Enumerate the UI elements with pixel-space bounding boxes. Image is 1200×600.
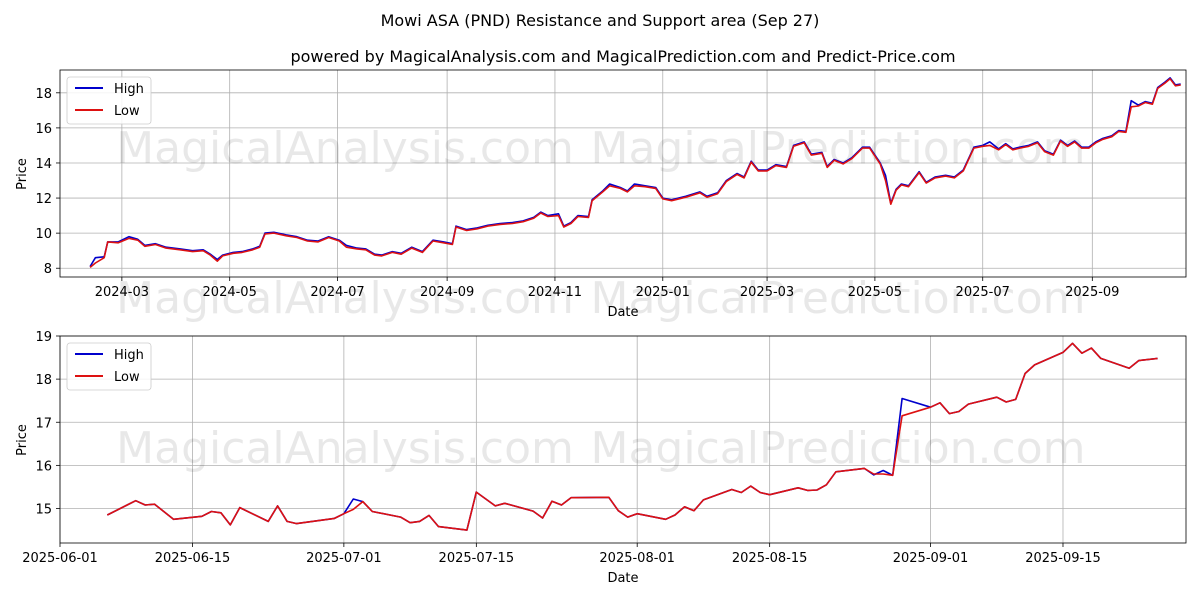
top-chart-panel: MagicalAnalysis.com MagicalPrediction.co… bbox=[15, 69, 1187, 324]
top-plot-frame bbox=[59, 69, 1187, 278]
x-tick-label: 2025-05 bbox=[848, 285, 902, 300]
bottom-series-lines bbox=[106, 342, 1158, 531]
top-watermarks: MagicalAnalysis.com MagicalPrediction.co… bbox=[116, 123, 1085, 324]
top-y-axis-label: Price bbox=[15, 158, 30, 190]
y-tick-label: 18 bbox=[35, 87, 52, 102]
watermark-analysis-bottom: MagicalAnalysis.com bbox=[116, 423, 574, 474]
x-tick-label: 2024-09 bbox=[420, 285, 474, 300]
watermark-prediction-lower: MagicalPrediction.com bbox=[591, 273, 1086, 324]
series-line-low bbox=[106, 342, 1158, 531]
bottom-y-axis-label: Price bbox=[15, 424, 30, 456]
x-tick-label: 2025-01 bbox=[636, 285, 690, 300]
x-tick-label: 2025-09-01 bbox=[893, 551, 969, 566]
y-tick-label: 8 bbox=[44, 262, 52, 277]
y-tick-label: 10 bbox=[35, 227, 52, 242]
chart-subtitle: powered by MagicalAnalysis.com and Magic… bbox=[290, 47, 955, 66]
y-tick-label: 15 bbox=[35, 503, 52, 518]
top-grid bbox=[60, 70, 1186, 277]
y-tick-label: 19 bbox=[35, 330, 52, 345]
x-tick-label: 2025-08-01 bbox=[599, 551, 675, 566]
x-tick-label: 2025-06-15 bbox=[155, 551, 231, 566]
watermark-prediction: MagicalPrediction.com bbox=[591, 123, 1086, 174]
legend-high-label-bottom: High bbox=[114, 348, 144, 363]
bottom-plot-frame bbox=[59, 335, 1187, 544]
x-tick-label: 2025-09-15 bbox=[1025, 551, 1101, 566]
x-tick-label: 2025-06-01 bbox=[22, 551, 98, 566]
chart-title: Mowi ASA (PND) Resistance and Support ar… bbox=[381, 11, 820, 30]
y-tick-label: 16 bbox=[35, 122, 52, 137]
x-tick-label: 2024-03 bbox=[95, 285, 149, 300]
top-series-lines bbox=[89, 77, 1181, 269]
top-ticks: 2024-03 2024-05 2024-07 2024-09 2024-11 2025-… bbox=[35, 87, 1119, 300]
x-tick-label: 2024-07 bbox=[310, 285, 364, 300]
y-tick-label: 18 bbox=[35, 373, 52, 388]
y-tick-label: 12 bbox=[35, 192, 52, 207]
bottom-watermarks: MagicalAnalysis.com MagicalPrediction.co… bbox=[116, 423, 1085, 474]
bottom-legend: High Low bbox=[66, 342, 152, 391]
legend-low-label: Low bbox=[114, 104, 140, 119]
x-tick-label: 2025-03 bbox=[740, 285, 794, 300]
x-tick-label: 2024-11 bbox=[528, 285, 582, 300]
x-tick-label: 2025-09 bbox=[1065, 285, 1119, 300]
x-tick-label: 2025-08-15 bbox=[732, 551, 808, 566]
watermark-analysis-lower: MagicalAnalysis.com bbox=[116, 273, 574, 324]
series-line-high bbox=[89, 77, 1181, 267]
bottom-chart-panel: MagicalAnalysis.com MagicalPrediction.co… bbox=[15, 330, 1187, 586]
series-line-low bbox=[89, 78, 1181, 269]
y-tick-label: 17 bbox=[35, 416, 52, 431]
watermark-prediction-bottom: MagicalPrediction.com bbox=[591, 423, 1086, 474]
legend-high-label: High bbox=[114, 82, 144, 97]
top-legend: High Low bbox=[66, 76, 152, 125]
legend-low-label-bottom: Low bbox=[114, 370, 140, 385]
bottom-ticks: 2025-06-01 2025-06-15 2025-07-01 2025-07-15… bbox=[22, 330, 1101, 566]
bottom-x-axis-label: Date bbox=[607, 571, 638, 586]
x-tick-label: 2025-07-15 bbox=[439, 551, 515, 566]
y-tick-label: 16 bbox=[35, 459, 52, 474]
x-tick-label: 2024-05 bbox=[203, 285, 257, 300]
y-tick-label: 14 bbox=[35, 157, 52, 172]
x-tick-label: 2025-07-01 bbox=[306, 551, 382, 566]
top-x-axis-label: Date bbox=[607, 305, 638, 320]
x-tick-label: 2025-07 bbox=[956, 285, 1010, 300]
watermark-analysis: MagicalAnalysis.com bbox=[116, 123, 574, 174]
